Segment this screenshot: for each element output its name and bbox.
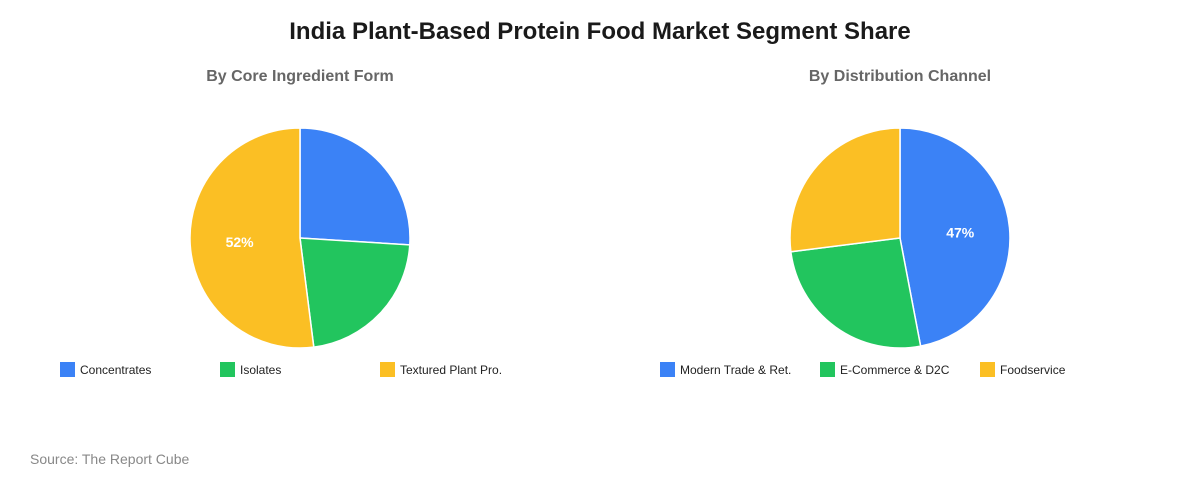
- legend-swatch: [660, 362, 675, 377]
- pie-panel-ingredient-form: By Core Ingredient Form 52% Concentrates…: [0, 60, 600, 400]
- legend-item-e-commerce-d2c: E-Commerce & D2C: [820, 362, 949, 377]
- legend-item-modern-trade-ret: Modern Trade & Ret.: [660, 362, 791, 377]
- legend-label: Foodservice: [1000, 362, 1066, 377]
- pie-slice-textured-plant-pro: [189, 127, 315, 349]
- legend-swatch: [820, 362, 835, 377]
- pie-chart-ingredient-form: 52%: [189, 127, 411, 349]
- legend-ingredient-form: Concentrates Isolates Textured Plant Pro.: [0, 362, 600, 382]
- pie-slice-isolates: [299, 237, 411, 348]
- pie-title-ingredient-form: By Core Ingredient Form: [206, 68, 394, 85]
- legend-item-isolates: Isolates: [220, 362, 281, 377]
- pie-slice-concentrates: [299, 127, 411, 246]
- legend-swatch: [380, 362, 395, 377]
- legend-swatch: [220, 362, 235, 377]
- pie-data-label-modern-trade-ret: 47%: [946, 224, 975, 240]
- pie-slice-e-commerce-d2c: [790, 237, 922, 349]
- chart-title: India Plant-Based Protein Food Market Se…: [289, 18, 911, 45]
- legend-swatch: [980, 362, 995, 377]
- source-note: Source: The Report Cube: [30, 451, 190, 467]
- pie-slice-foodservice: [789, 127, 901, 253]
- legend-label: E-Commerce & D2C: [840, 362, 950, 377]
- legend-distribution-channel: Modern Trade & Ret. E-Commerce & D2C Foods…: [600, 362, 1200, 382]
- legend-swatch: [60, 362, 75, 377]
- pie-slice-modern-trade-ret: [899, 127, 1011, 347]
- pie-panel-distribution-channel: By Distribution Channel 47% Modern Trade…: [600, 60, 1200, 400]
- legend-label: Isolates: [240, 362, 282, 377]
- legend-item-concentrates: Concentrates: [60, 362, 151, 377]
- pie-title-distribution-channel: By Distribution Channel: [808, 68, 992, 85]
- pie-chart-distribution-channel: 47%: [789, 127, 1011, 349]
- legend-item-foodservice: Foodservice: [980, 362, 1065, 377]
- pie-data-label-textured-plant-pro: 52%: [226, 234, 255, 250]
- legend-label: Modern Trade & Ret.: [680, 362, 792, 377]
- legend-label: Textured Plant Pro.: [400, 362, 503, 377]
- legend-item-textured-plant-pro: Textured Plant Pro.: [380, 362, 502, 377]
- legend-label: Concentrates: [80, 362, 152, 377]
